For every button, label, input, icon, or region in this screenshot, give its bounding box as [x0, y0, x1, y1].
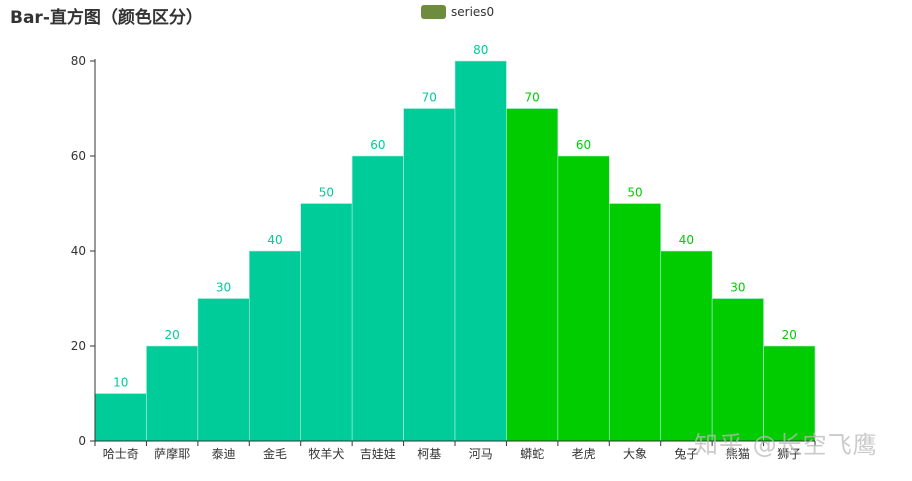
bar-value-label: 30: [730, 281, 745, 295]
bar-value-label: 60: [576, 138, 591, 152]
bar-value-label: 50: [627, 186, 642, 200]
bar-value-label: 40: [267, 233, 282, 247]
x-tick-label: 老虎: [572, 447, 596, 461]
watermark: 知乎 @长空飞鹰: [694, 431, 878, 459]
y-tick-label: 0: [78, 434, 86, 448]
x-tick-label: 哈士奇: [103, 447, 139, 461]
bar-10[interactable]: [557, 155, 610, 442]
x-tick-label: 吉娃娃: [360, 447, 396, 461]
y-tick-label: 20: [71, 339, 86, 353]
x-tick-label: 金毛: [263, 446, 287, 461]
bar-3[interactable]: [197, 298, 250, 442]
x-tick-label: 狮子: [777, 447, 801, 461]
bar-5[interactable]: [300, 203, 353, 442]
bar-value-label: 20: [165, 328, 180, 342]
bar-value-label: 20: [782, 328, 797, 342]
x-tick-label: 牧羊犬: [308, 446, 344, 461]
bars-layer: [94, 60, 816, 442]
legend-label[interactable]: series0: [451, 5, 495, 19]
y-tick-label: 80: [71, 54, 86, 68]
legend-swatch[interactable]: [421, 5, 446, 19]
bar-8[interactable]: [454, 60, 507, 442]
bar-value-label: 30: [216, 281, 231, 295]
bar-7[interactable]: [403, 108, 456, 442]
x-tick-label: 兔子: [674, 446, 698, 461]
bar-value-label: 40: [679, 233, 694, 247]
bar-value-label: 50: [319, 186, 334, 200]
bar-11[interactable]: [608, 203, 662, 442]
bar-1[interactable]: [94, 393, 147, 442]
bar-value-label: 80: [473, 43, 488, 57]
bar-value-label: 70: [525, 91, 540, 105]
y-tick-label: 60: [71, 149, 86, 163]
legend[interactable]: series0: [421, 5, 494, 19]
bar-13[interactable]: [711, 298, 764, 442]
chart-title: Bar-直方图（颜色区分）: [10, 8, 203, 28]
bar-value-label: 10: [113, 376, 128, 390]
x-tick-label: 泰迪: [212, 447, 236, 461]
x-tick-label: 蟒蛇: [520, 446, 544, 461]
bar-12[interactable]: [660, 250, 713, 442]
bar-value-label: 70: [422, 91, 437, 105]
bar-9[interactable]: [506, 108, 559, 442]
bar-6[interactable]: [351, 155, 404, 442]
x-tick-label: 河马: [469, 447, 493, 461]
x-tick-label: 柯基: [417, 447, 441, 461]
bar-4[interactable]: [248, 250, 302, 442]
axes: 0 20 40 60 80 哈士奇 萨摩耶 泰迪 金毛 牧羊犬 吉娃娃 柯基 河马 蟒蛇 老虎 大象 兔子 熊猫 狮…: [71, 54, 816, 461]
x-tick-label: 大象: [623, 447, 647, 461]
x-tick-label: 熊猫: [726, 446, 750, 461]
data-labels: 10 20 30 40 50 60 70 80 70 60 50 40 30 20: [113, 43, 797, 390]
x-tick-label: 萨摩耶: [154, 446, 190, 461]
y-tick-label: 40: [71, 244, 86, 258]
bar-value-label: 60: [370, 138, 385, 152]
bar-14[interactable]: [763, 345, 816, 442]
bar-2[interactable]: [146, 345, 199, 442]
